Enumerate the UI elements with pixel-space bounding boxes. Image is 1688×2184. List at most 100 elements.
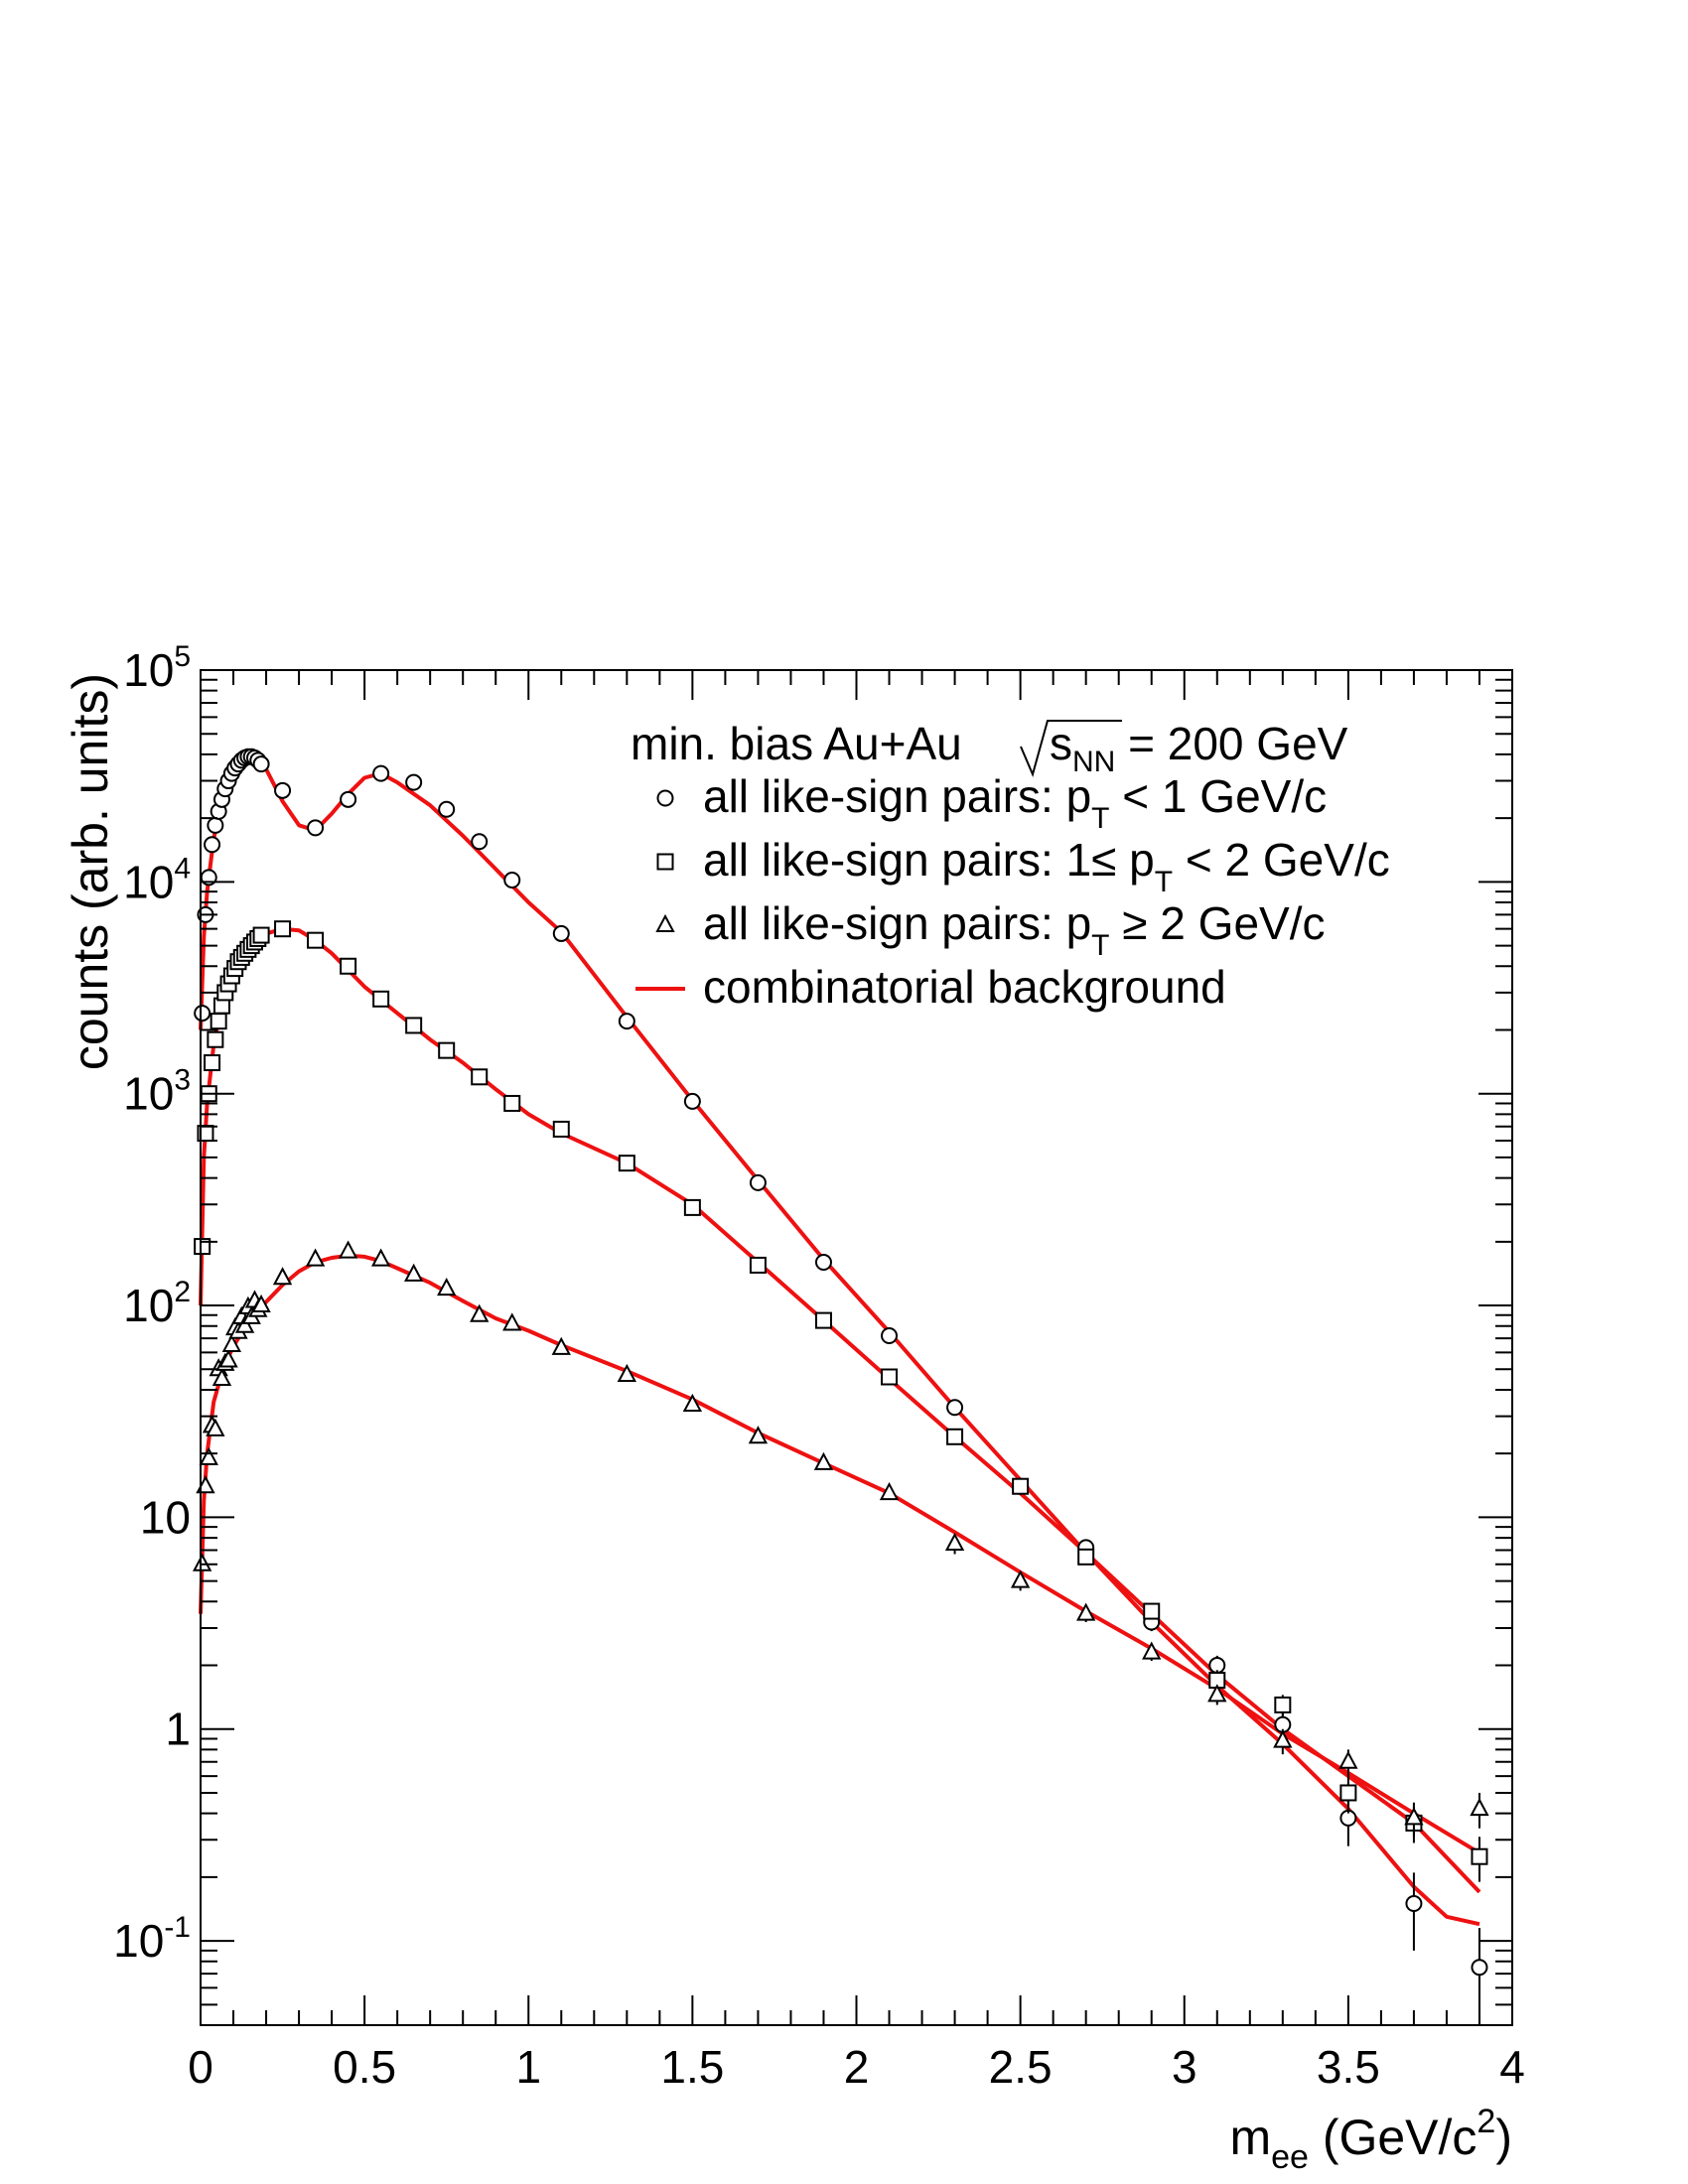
data-point-triangle xyxy=(338,1240,358,1259)
data-point-square xyxy=(946,1428,964,1445)
data-point-square xyxy=(274,920,292,938)
axes: 0 0.5 1 1.5 2 2.5 3 3.5 4 10-1 1 10 102 103 104 105 xyxy=(113,640,1525,2093)
data-point-triangle xyxy=(879,1481,900,1501)
x-axis-label: mee (GeV/c2) xyxy=(1229,2103,1512,2176)
data-point-triangle xyxy=(748,1426,769,1444)
data-point-triangle xyxy=(305,1248,326,1267)
data-point-triangle xyxy=(199,1446,218,1465)
data-point-square xyxy=(881,1368,899,1386)
data-point-square xyxy=(1077,1548,1095,1566)
data-point-triangle xyxy=(944,1532,965,1552)
data-point-circle xyxy=(252,755,270,773)
data-point-triangle xyxy=(470,1303,490,1322)
data-point-circle xyxy=(204,836,221,854)
y-tick-label: 1 xyxy=(165,1704,191,1755)
data-point-circle xyxy=(274,781,292,799)
x-tick-label: 1 xyxy=(515,2041,541,2093)
data-point-square xyxy=(204,1054,221,1072)
data-point-circle xyxy=(814,1254,832,1272)
y-tick-label: 105 xyxy=(123,640,191,696)
data-point-square xyxy=(1143,1602,1161,1620)
data-point-square xyxy=(252,926,270,944)
y-axis-label: counts (arb. units) xyxy=(63,673,118,1070)
legend-header: min. bias Au+Au xyxy=(631,718,962,769)
data-point-square xyxy=(471,1068,489,1086)
data-point-triangle xyxy=(403,1263,424,1282)
data-point-triangle xyxy=(551,1336,571,1355)
legend-entry: combinatorial background xyxy=(703,961,1226,1013)
data-point-square xyxy=(683,1198,701,1216)
y-tick-label: 10-1 xyxy=(113,1911,191,1967)
data-point-square xyxy=(340,957,357,975)
data-point-triangle xyxy=(1470,1798,1489,1817)
data-point-circle xyxy=(749,1173,767,1191)
x-tick-label: 3 xyxy=(1172,2041,1197,2093)
data-point-triangle xyxy=(1010,1570,1031,1588)
x-tick-label: 0.5 xyxy=(333,2041,396,2093)
legend-header-energy: sNN = 200 GeV xyxy=(1050,718,1348,778)
x-tick-label: 3.5 xyxy=(1317,2041,1380,2093)
data-point-circle xyxy=(683,1092,701,1110)
data-point-square xyxy=(814,1311,832,1329)
data-point-triangle xyxy=(682,1393,703,1413)
legend-marker-circle xyxy=(656,789,674,807)
legend-marker-square xyxy=(656,853,674,871)
data-point-triangle xyxy=(813,1451,834,1470)
x-tick-label: 1.5 xyxy=(660,2041,724,2093)
sqrt-sign-icon xyxy=(1020,720,1122,778)
data-point-triangle xyxy=(1338,1750,1358,1769)
x-tick-label: 2.5 xyxy=(989,2041,1053,2093)
data-point-square xyxy=(307,931,325,949)
data-point-circle xyxy=(194,1005,211,1023)
data-point-triangle xyxy=(1207,1684,1227,1703)
data-point-square xyxy=(1339,1784,1357,1802)
data-point-circle xyxy=(307,819,325,837)
data-point-circle xyxy=(1405,1895,1423,1913)
data-point-triangle xyxy=(617,1363,636,1383)
data-point-square xyxy=(749,1256,767,1274)
data-point-square xyxy=(1471,1847,1488,1865)
data-point-triangle xyxy=(206,1418,225,1436)
data-point-circle xyxy=(207,816,224,834)
x-tick-label: 4 xyxy=(1499,2041,1525,2093)
data-point-circle xyxy=(1471,1959,1488,1977)
data-point-triangle xyxy=(251,1294,271,1313)
data-point-circle xyxy=(618,1013,635,1030)
data-point-triangle xyxy=(272,1267,293,1286)
data-point-square xyxy=(1274,1696,1292,1713)
data-point-square xyxy=(438,1041,456,1059)
legend-entry: all like-sign pairs: pT < 1 GeV/c xyxy=(703,770,1327,835)
data-point-square xyxy=(207,1030,224,1048)
data-point-circle xyxy=(438,800,456,818)
legend-entry: all like-sign pairs: 1≤ pT < 2 GeV/c xyxy=(703,834,1390,898)
data-point-triangle xyxy=(1142,1641,1162,1660)
data-point-triangle xyxy=(1404,1807,1424,1826)
data-point-circle xyxy=(946,1399,964,1417)
legend-entry: all like-sign pairs: pT ≥ 2 GeV/c xyxy=(703,897,1326,962)
axis-labels: mee (GeV/c2) counts (arb. units) xyxy=(63,673,1512,2176)
data-point-circle xyxy=(552,924,570,942)
data-point-triangle xyxy=(234,1314,255,1333)
data-point-triangle xyxy=(218,1349,238,1368)
x-tick-label: 2 xyxy=(844,2041,870,2093)
x-tick-label: 0 xyxy=(188,2041,213,2093)
data-point-triangle xyxy=(437,1278,457,1297)
data-points xyxy=(192,748,1489,2025)
data-point-square xyxy=(194,1238,211,1256)
data-point-circle xyxy=(340,790,357,808)
data-point-square xyxy=(405,1017,423,1034)
legend-marker-triangle xyxy=(655,913,675,932)
data-point-triangle xyxy=(1273,1729,1293,1748)
y-tick-label: 104 xyxy=(123,852,191,907)
data-point-square xyxy=(372,990,390,1008)
data-point-square xyxy=(210,1013,227,1030)
data-point-triangle xyxy=(211,1367,232,1387)
data-point-triangle xyxy=(192,1553,212,1571)
data-point-circle xyxy=(405,773,423,791)
data-point-triangle xyxy=(1076,1602,1096,1621)
data-point-circle xyxy=(881,1326,899,1344)
data-point-square xyxy=(1012,1477,1030,1495)
